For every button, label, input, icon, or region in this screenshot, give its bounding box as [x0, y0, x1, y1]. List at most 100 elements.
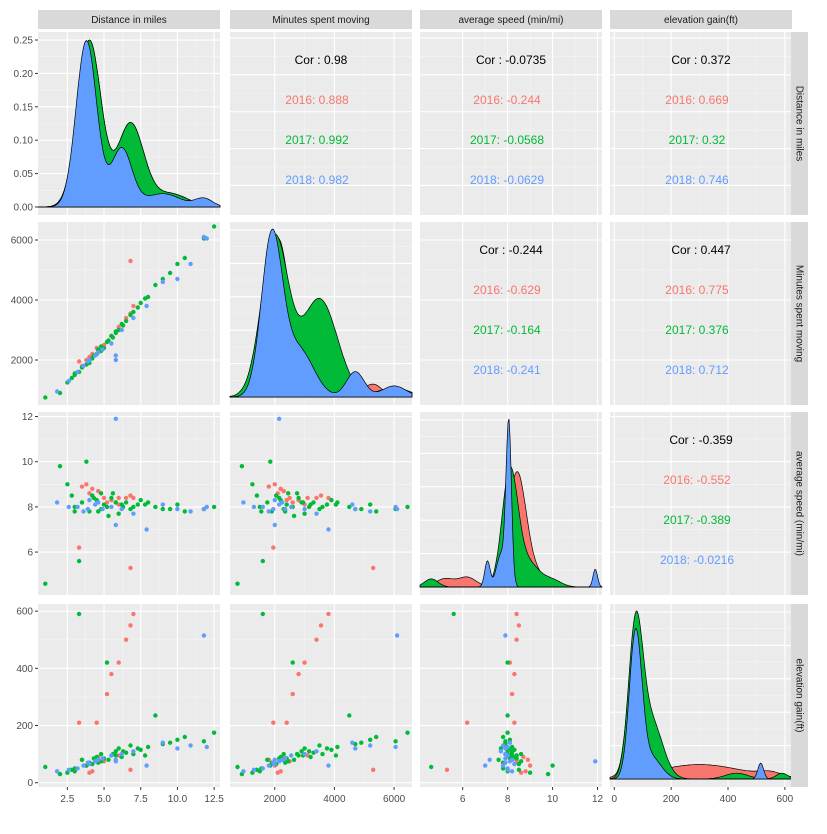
scatter-point-2018	[119, 751, 124, 757]
scatter-point-2017	[451, 611, 456, 617]
scatter-point-2017	[250, 482, 255, 487]
scatter-point-2017	[335, 744, 340, 750]
scatter-point-2018	[201, 633, 207, 638]
scatter-point-2017	[500, 734, 506, 740]
scatter-point-2017	[514, 756, 519, 761]
scatter-point-2017	[302, 511, 307, 516]
scatter-point-2017	[72, 509, 77, 514]
scatter-point-2017	[138, 300, 143, 306]
scatter-point-2018	[204, 504, 209, 510]
scatter-point-2017	[106, 338, 111, 343]
scatter-point-2016	[104, 691, 110, 697]
scatter-point-2018	[272, 522, 277, 528]
scatter-point-2017	[135, 746, 140, 751]
scatter-point-2017	[69, 493, 75, 498]
correlation-group-2016: 2016: 0.669	[665, 93, 729, 107]
scatter-point-2018	[280, 757, 285, 762]
scatter-point-2017	[116, 511, 121, 516]
scatter-point-2018	[302, 751, 307, 757]
scatter-point-2017	[324, 746, 330, 751]
scatter-point-2017	[182, 255, 187, 261]
scatter-point-2017	[283, 760, 288, 765]
scatter-point-2017	[142, 753, 148, 758]
y-tick-label: 0.25	[14, 36, 34, 47]
correlation-group-2016: 2016: -0.629	[473, 283, 541, 297]
scatter-point-2017	[265, 500, 270, 505]
scatter-point-2016	[290, 691, 295, 697]
scatter-point-2016	[371, 565, 376, 571]
scatter-point-2018	[512, 761, 517, 767]
scatter-point-2017	[496, 757, 501, 762]
scatter-point-2018	[66, 767, 72, 772]
panel-background	[420, 32, 602, 215]
scatter-point-2017	[324, 502, 330, 507]
scatter-point-2018	[144, 303, 149, 309]
scatter-point-2018	[353, 506, 358, 512]
y-tick-label: 4000	[11, 296, 34, 307]
y-tick-label: 12	[22, 412, 34, 423]
scatter-point-2016	[444, 767, 450, 772]
scatter-point-2017	[291, 513, 297, 519]
scatter-point-2018	[160, 740, 165, 745]
scatter-point-2018	[175, 276, 180, 282]
scatter-point-2017	[516, 767, 522, 772]
correlation-overall: Cor : 0.372	[671, 53, 731, 67]
panel-3-3	[609, 604, 793, 787]
scatter-point-2017	[294, 751, 300, 757]
y-tick-label: 0.00	[14, 202, 34, 213]
panel-0-0	[38, 32, 221, 215]
scatter-point-2018	[353, 746, 358, 751]
scatter-point-2017	[101, 502, 107, 507]
x-tick-label: 7.5	[134, 794, 148, 805]
scatter-point-2018	[85, 506, 91, 512]
scatter-point-2018	[507, 740, 513, 745]
scatter-point-2017	[131, 504, 136, 510]
scatter-point-2017	[106, 757, 111, 762]
scatter-point-2017	[320, 504, 325, 510]
density-curve-2018	[38, 40, 221, 208]
scatter-point-2018	[368, 743, 373, 748]
scatter-point-2018	[54, 500, 60, 505]
panel-background	[230, 604, 412, 787]
density-curve-2018	[420, 418, 603, 588]
scatter-point-2018	[593, 759, 598, 764]
panel-3-1	[230, 604, 412, 787]
scatter-point-2016	[272, 482, 277, 487]
strips-layer: Distance in miles Minutes spent moving ave…	[38, 10, 808, 787]
scatter-point-2018	[96, 500, 101, 505]
scatter-point-2016	[523, 769, 528, 774]
scatter-point-2017	[347, 504, 352, 510]
scatter-point-2017	[135, 502, 140, 507]
x-tick-label: 6000	[383, 794, 406, 805]
panel-2-3: Cor : -0.359 2016: -0.552 2017: -0.389 2018…	[610, 412, 792, 595]
scatter-point-2018	[75, 766, 80, 771]
scatter-point-2016	[326, 611, 331, 617]
y-tick-label: 0.05	[14, 169, 34, 180]
x-tick-label: 600	[777, 794, 794, 805]
y-tick-label: 600	[16, 607, 33, 618]
scatter-point-2017	[405, 730, 410, 735]
scatter-point-2018	[100, 756, 105, 761]
scatter-point-2016	[516, 623, 522, 628]
scatter-point-2017	[145, 500, 151, 505]
scatter-point-2017	[274, 493, 279, 498]
scatter-point-2017	[545, 771, 551, 777]
scatter-point-2017	[57, 771, 63, 777]
scatter-point-2017	[254, 493, 260, 498]
scatter-point-2018	[113, 522, 119, 528]
correlation-overall: Cor : -0.0735	[476, 53, 546, 67]
y-tick-label: 200	[16, 721, 33, 732]
x-tick-label: 12.5	[204, 794, 224, 805]
scatter-point-2018	[113, 353, 119, 358]
scatter-point-2017	[211, 504, 217, 510]
scatter-point-2016	[266, 484, 271, 489]
correlation-group-2016: 2016: 0.775	[665, 283, 729, 297]
panel-3-2	[420, 604, 602, 787]
scatter-point-2017	[359, 506, 364, 512]
scatter-point-2018	[505, 744, 510, 750]
scatter-point-2017	[291, 757, 297, 762]
correlation-group-2018: 2018: -0.0216	[660, 553, 734, 567]
scatter-point-2018	[251, 767, 257, 772]
scatter-point-2017	[518, 751, 524, 757]
panel-background	[610, 32, 792, 215]
